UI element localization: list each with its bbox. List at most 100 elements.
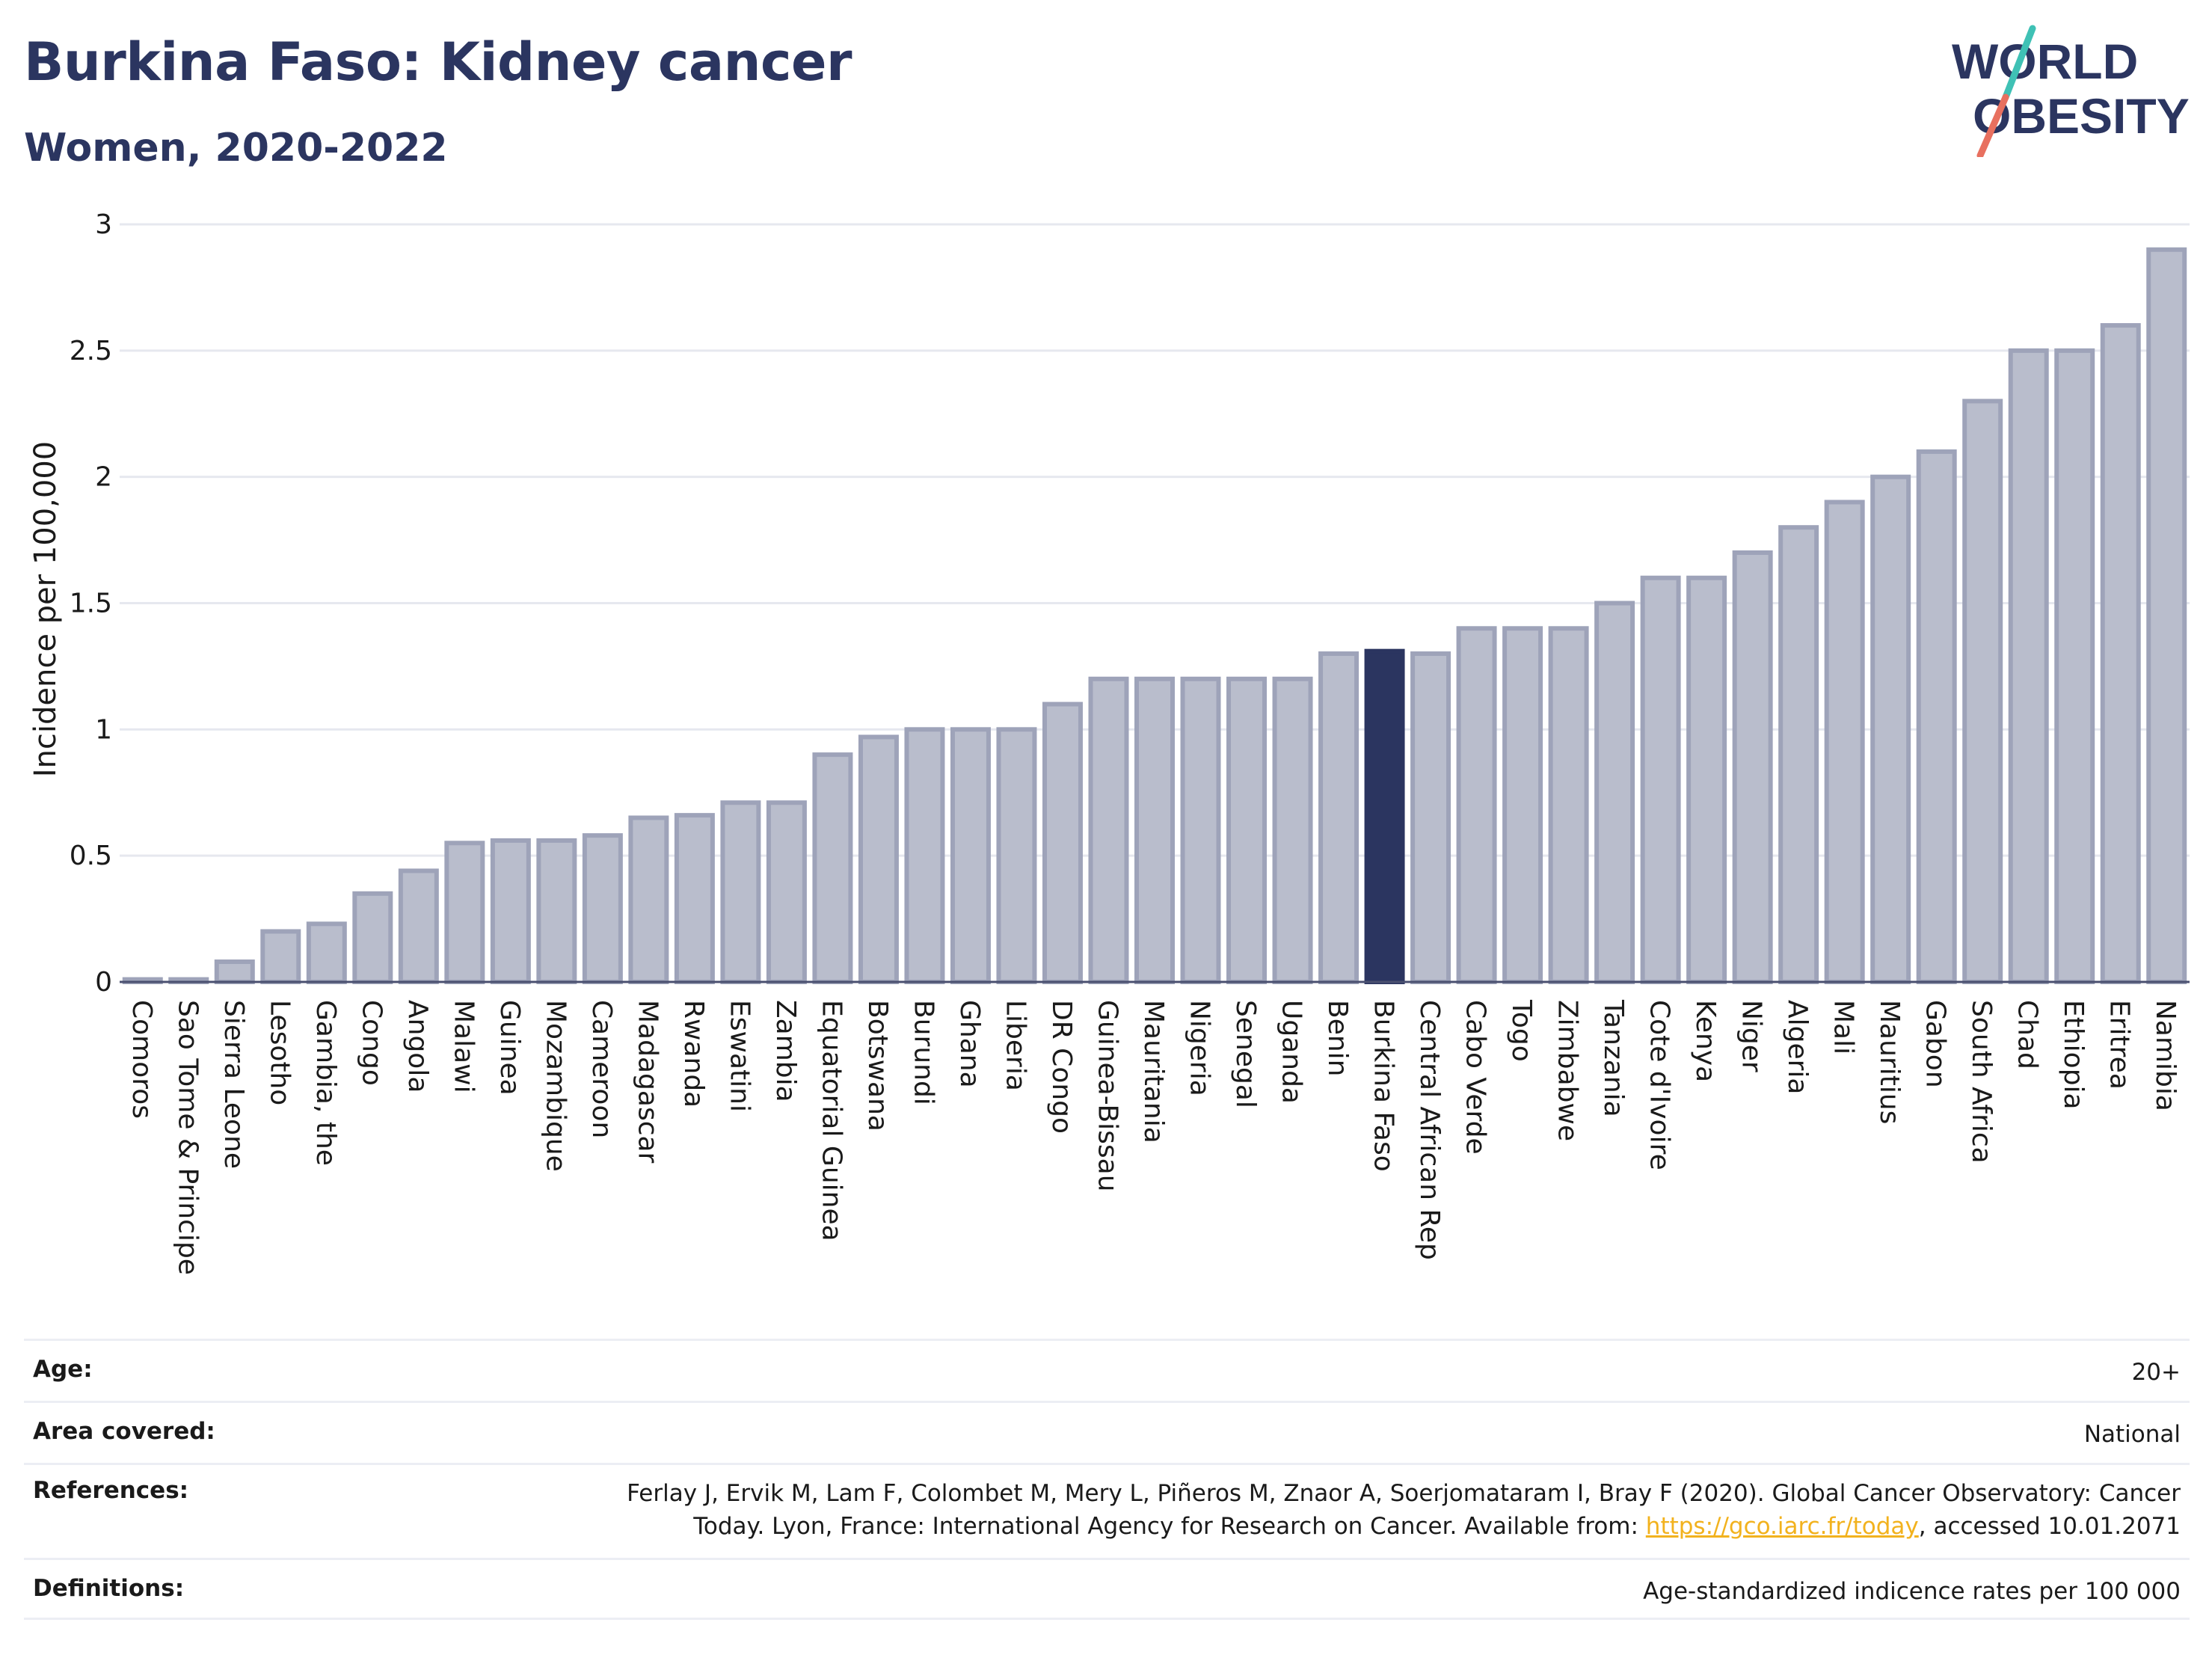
bar — [950, 727, 991, 984]
x-tick-label: Central African Rep — [1414, 1000, 1445, 1260]
bar — [1410, 651, 1451, 984]
references-value: Ferlay J, Ervik M, Lam F, Colombet M, Me… — [610, 1477, 2181, 1543]
definitions-label: Definitions: — [33, 1575, 185, 1602]
meta-row-references: References: Ferlay J, Ervik M, Lam F, Co… — [24, 1463, 2190, 1558]
x-tick-label: Zambia — [770, 1000, 801, 1102]
bar — [812, 752, 853, 984]
bar — [2100, 323, 2141, 985]
area-value: National — [2083, 1421, 2181, 1448]
bar — [766, 800, 807, 985]
bar — [1824, 500, 1865, 984]
bar — [996, 727, 1037, 984]
x-tick-label: Mauritania — [1138, 1000, 1169, 1143]
references-text: Ferlay J, Ervik M, Lam F, Colombet M, Me… — [627, 1480, 2181, 1540]
x-tick-label: Kenya — [1690, 1000, 1721, 1082]
x-tick-label: Burkina Faso — [1368, 1000, 1399, 1172]
meta-row-age: Age: 20+ — [24, 1339, 2190, 1401]
x-tick-label: Guinea-Bissau — [1092, 1000, 1122, 1192]
age-label: Age: — [33, 1356, 93, 1383]
x-tick-label: Burundi — [908, 1000, 938, 1105]
x-tick-label: Eritrea — [2104, 1000, 2135, 1090]
bar — [1778, 525, 1819, 984]
y-tick-label: 2.5 — [70, 336, 112, 366]
bar — [1732, 550, 1773, 984]
meta-row-definitions: Definitions: Age-standardized indicence … — [24, 1558, 2190, 1620]
x-tick-label: Madagascar — [632, 1000, 663, 1164]
bar — [1962, 399, 2003, 984]
bar — [1594, 601, 1635, 984]
x-tick-label: Senegal — [1230, 1000, 1261, 1108]
logo-text-world: WORLD — [1952, 34, 2138, 89]
x-tick-label: Benin — [1322, 1000, 1353, 1076]
bar — [398, 868, 439, 984]
bar — [1318, 651, 1360, 984]
x-tick-label: Mauritius — [1874, 1000, 1905, 1124]
x-tick-label: Rwanda — [678, 1000, 709, 1108]
bar — [858, 734, 899, 984]
bar — [352, 891, 393, 984]
metadata-table: Age: 20+ Area covered: National Referenc… — [24, 1339, 2190, 1620]
x-tick-label: DR Congo — [1046, 1000, 1077, 1134]
bar — [582, 833, 623, 984]
bar — [1180, 676, 1221, 984]
x-tick-label: Algeria — [1782, 1000, 1813, 1095]
x-tick-label: Ethiopia — [2058, 1000, 2089, 1110]
bar — [904, 727, 945, 984]
x-tick-label: Cote d'Ivoire — [1644, 1000, 1675, 1170]
references-label: References: — [33, 1477, 189, 1504]
bar — [306, 921, 347, 984]
x-tick-label: Comoros — [126, 1000, 157, 1119]
bar — [1134, 676, 1175, 984]
x-tick-label: Gambia, the — [310, 1000, 341, 1166]
area-label: Area covered: — [33, 1418, 215, 1445]
bar — [1364, 648, 1405, 984]
logo-accent-coral — [1976, 93, 2009, 157]
y-axis-label: Incidence per 100,000 — [28, 441, 63, 778]
bar — [720, 800, 761, 985]
y-tick-label: 1 — [95, 714, 112, 745]
bar-chart: 0 0.5 1 1.5 2 2.5 3 Comoros Sao Tome & Principe… — [28, 209, 2190, 1275]
logo-accent-teal — [2002, 25, 2036, 101]
y-tick-label: 0.5 — [70, 841, 112, 871]
x-tick-label: Ghana — [954, 1000, 985, 1088]
chart-subtitle: Women, 2020-2022 — [24, 126, 448, 171]
x-tick-label: Nigeria — [1185, 1000, 1215, 1096]
age-value: 20+ — [2131, 1359, 2181, 1386]
x-tick-label: Sierra Leone — [218, 1000, 249, 1169]
definitions-value: Age-standardized indicence rates per 100… — [1643, 1578, 2181, 1605]
bar — [1686, 575, 1727, 984]
bar — [214, 959, 255, 985]
x-tick-label: Namibia — [2150, 1000, 2181, 1111]
x-tick-label: Uganda — [1276, 1000, 1307, 1104]
references-link[interactable]: https://gco.iarc.fr/today — [1645, 1513, 1919, 1540]
x-tick-label: Sao Tome & Principe — [172, 1000, 203, 1275]
x-tick-label: Tanzania — [1598, 999, 1629, 1117]
bar — [490, 838, 531, 984]
y-tick-label: 0 — [95, 967, 112, 998]
x-tick-label: Cabo Verde — [1460, 1000, 1491, 1155]
x-tick-label: Guinea — [494, 1000, 525, 1096]
x-tick-label: Botswana — [862, 1000, 893, 1132]
bar — [1916, 449, 1957, 984]
x-axis-labels: Comoros Sao Tome & Principe Sierra Leone Le… — [126, 999, 2181, 1275]
bar — [2008, 348, 2049, 985]
bar — [628, 815, 669, 985]
bar — [1502, 626, 1543, 984]
world-obesity-logo: WORLD OBESITY — [1952, 25, 2190, 157]
x-tick-label: Eswatini — [724, 1000, 755, 1112]
bar — [1456, 626, 1497, 984]
x-tick-label: Lesotho — [264, 1000, 295, 1105]
x-tick-label: Mali — [1828, 1000, 1859, 1054]
y-tick-label: 1.5 — [70, 589, 112, 619]
y-axis-ticks: 0 0.5 1 1.5 2 2.5 3 — [70, 209, 112, 998]
y-tick-label: 3 — [95, 209, 112, 240]
bar — [1042, 701, 1083, 984]
x-tick-label: Liberia — [1000, 1000, 1030, 1091]
bar — [260, 929, 301, 985]
x-tick-label: Congo — [356, 1000, 387, 1086]
x-tick-label: Niger — [1736, 1000, 1767, 1072]
meta-row-area: Area covered: National — [24, 1401, 2190, 1463]
bar — [1870, 474, 1911, 984]
bar — [1640, 575, 1681, 984]
bar — [1088, 676, 1129, 984]
